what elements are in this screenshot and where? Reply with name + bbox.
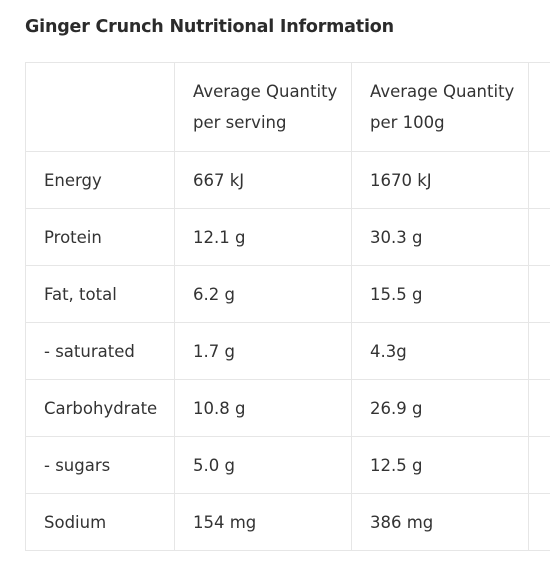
row-extra-cell (528, 322, 550, 380)
header-label-cell (25, 62, 175, 152)
row-per-serving: 154 mg (174, 493, 352, 551)
row-extra-cell (528, 151, 550, 209)
table-row: Sodium 154 mg 386 mg (25, 493, 550, 551)
table-row: Energy 667 kJ 1670 kJ (25, 151, 550, 209)
row-label: Energy (25, 151, 175, 209)
row-label: Sodium (25, 493, 175, 551)
table-row: - saturated 1.7 g 4.3g (25, 322, 550, 380)
header-per-serving-line2: per serving (193, 113, 287, 132)
table-row: Fat, total 6.2 g 15.5 g (25, 265, 550, 323)
row-extra-cell (528, 493, 550, 551)
row-per-100g: 12.5 g (351, 436, 529, 494)
row-per-100g: 30.3 g (351, 208, 529, 266)
row-per-serving: 5.0 g (174, 436, 352, 494)
header-extra-cell (528, 62, 550, 152)
row-per-100g: 386 mg (351, 493, 529, 551)
header-per-100g-line2: per 100g (370, 113, 445, 132)
row-per-100g: 15.5 g (351, 265, 529, 323)
table-row: Protein 12.1 g 30.3 g (25, 208, 550, 266)
row-per-100g: 26.9 g (351, 379, 529, 437)
row-per-serving: 6.2 g (174, 265, 352, 323)
row-extra-cell (528, 379, 550, 437)
row-per-100g: 1670 kJ (351, 151, 529, 209)
row-extra-cell (528, 436, 550, 494)
page-title: Ginger Crunch Nutritional Information (25, 17, 394, 37)
row-per-serving: 667 kJ (174, 151, 352, 209)
table-header-row: Average Quantity per serving Average Qua… (25, 62, 550, 152)
nutrition-table: Average Quantity per serving Average Qua… (25, 62, 550, 551)
row-extra-cell (528, 208, 550, 266)
row-label: Fat, total (25, 265, 175, 323)
header-per-serving-line1: Average Quantity (193, 82, 338, 101)
table-row: - sugars 5.0 g 12.5 g (25, 436, 550, 494)
row-label: Protein (25, 208, 175, 266)
row-per-serving: 1.7 g (174, 322, 352, 380)
header-per-100g: Average Quantity per 100g (351, 62, 529, 152)
row-extra-cell (528, 265, 550, 323)
nutrition-table-container: Average Quantity per serving Average Qua… (25, 62, 550, 555)
row-per-serving: 12.1 g (174, 208, 352, 266)
row-label: - sugars (25, 436, 175, 494)
header-per-100g-line1: Average Quantity (370, 82, 515, 101)
row-label: - saturated (25, 322, 175, 380)
row-per-serving: 10.8 g (174, 379, 352, 437)
table-row: Carbohydrate 10.8 g 26.9 g (25, 379, 550, 437)
header-per-serving: Average Quantity per serving (174, 62, 352, 152)
row-per-100g: 4.3g (351, 322, 529, 380)
row-label: Carbohydrate (25, 379, 175, 437)
